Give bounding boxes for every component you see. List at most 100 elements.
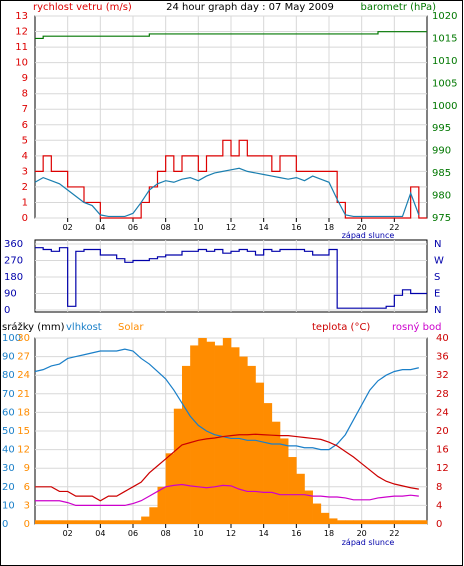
dir-compass-label: N	[434, 305, 441, 316]
baro-y-tick-label: 1000	[432, 101, 457, 112]
temp-y-tick-label: 28	[436, 389, 449, 400]
wind-y-tick-label: 0	[22, 213, 28, 224]
solar-bar	[141, 516, 150, 524]
solar-bar	[51, 520, 60, 524]
humidity-y-tick-label: 20	[2, 482, 15, 493]
solar-legend: Solar	[118, 322, 144, 333]
wind-x-tick-label: 08	[161, 223, 171, 232]
rain-y-tick-label: 0	[24, 519, 30, 530]
temp-legend: teplota (°C)	[312, 322, 370, 333]
humidity-y-tick-label: 70	[2, 389, 15, 400]
solar-bar	[296, 473, 305, 524]
solar-bar	[263, 403, 273, 524]
wind-x-tick-label: 22	[389, 223, 399, 232]
solar-bar	[369, 520, 379, 524]
direction-panel: 0 N 90 E 180 S 270 W 360 N	[4, 239, 444, 316]
baro-y-tick-label: 975	[432, 213, 451, 224]
temp-y-tick-label: 16	[436, 445, 449, 456]
wx-x-tick-label: 10	[193, 529, 203, 538]
baro-y-tick-label: 1015	[432, 33, 457, 44]
solar-bar	[239, 356, 248, 524]
solar-bar	[198, 338, 207, 524]
dir-compass-label: E	[434, 289, 440, 300]
wind-gust-line	[34, 167, 420, 218]
solar-bar	[222, 338, 232, 524]
wind-x-tick-label: 10	[193, 223, 203, 232]
solar-bar	[378, 520, 387, 524]
dir-y-tick-label: 0	[4, 305, 10, 316]
humidity-y-tick-label: 60	[2, 407, 15, 418]
wind-x-tick-label: 04	[95, 223, 105, 232]
solar-bar	[320, 512, 330, 524]
wx-x-tick-label: 06	[128, 529, 138, 538]
solar-bar	[100, 520, 109, 524]
solar-bar	[418, 520, 428, 524]
wx-x-tick-label: 08	[161, 529, 171, 538]
temperature-line	[35, 433, 419, 502]
solar-bar	[410, 520, 420, 524]
wind-y-tick-label: 2	[22, 182, 28, 193]
wind-y-tick-label: 10	[15, 58, 28, 69]
wx-x-tick-label: 02	[63, 529, 73, 538]
rain-y-tick-label: 3	[24, 500, 30, 511]
rain-legend: srážky (mm)	[2, 321, 65, 333]
solar-bar	[116, 520, 126, 524]
wind-y-tick-label: 12	[15, 27, 28, 38]
temp-y-tick-label: 12	[436, 463, 449, 474]
baro-y-tick-label: 1020	[432, 11, 457, 22]
rain-y-tick-label: 9	[24, 463, 30, 474]
wx-x-tick-label: 12	[226, 529, 236, 538]
wx-x-tick-label: 18	[324, 529, 334, 538]
wind-axis-title: rychlost vetru (m/s)	[33, 2, 132, 13]
temp-y-tick-label: 4	[436, 500, 442, 511]
dir-y-tick-label: 90	[4, 289, 17, 300]
sunset-label-top: západ slunce	[342, 231, 395, 240]
solar-bar	[312, 503, 322, 524]
wind-y-tick-label: 3	[22, 166, 28, 177]
solar-bar	[214, 345, 224, 524]
sunset-label-bottom: západ slunce	[342, 538, 395, 547]
rain-y-tick-label: 6	[24, 482, 30, 493]
rain-y-tick-label: 12	[17, 445, 30, 456]
solar-bar	[59, 520, 68, 524]
humidity-y-tick-label: 10	[2, 500, 15, 511]
rain-y-tick-label: 18	[17, 407, 30, 418]
baro-y-tick-label: 990	[432, 146, 451, 157]
humidity-y-tick-label: 80	[2, 370, 15, 381]
wind-y-tick-label: 4	[22, 151, 28, 162]
rain-y-tick-label: 27	[17, 352, 30, 363]
dir-compass-label: W	[434, 256, 444, 267]
temp-y-tick-label: 0	[436, 519, 442, 530]
baro-y-tick-label: 1010	[432, 56, 457, 67]
humidity-y-tick-label: 0	[2, 519, 8, 530]
humidity-legend: vlhkost	[66, 322, 102, 333]
wx-x-tick-label: 04	[95, 529, 105, 538]
wind-y-tick-label: 7	[22, 104, 28, 115]
wind-speed-line	[35, 139, 427, 219]
solar-bar	[182, 365, 191, 524]
solar-bar	[329, 518, 338, 524]
wind-x-tick-label: 20	[357, 223, 367, 232]
wind-y-tick-label: 1	[22, 197, 28, 208]
dir-compass-label: S	[434, 272, 440, 283]
wind-panel: 0123456789101112139759809859909951000100…	[15, 11, 457, 232]
dew-point-line	[35, 483, 419, 506]
wind-direction-line	[35, 247, 427, 309]
solar-bar	[361, 520, 371, 524]
wind-x-tick-label: 16	[291, 223, 301, 232]
solar-bar	[67, 520, 77, 524]
wx-x-tick-label: 22	[389, 529, 399, 538]
solar-bar	[157, 486, 166, 524]
solar-bar	[386, 520, 395, 524]
temp-y-tick-label: 8	[436, 482, 442, 493]
temp-y-tick-label: 40	[436, 333, 449, 344]
wind-y-tick-label: 9	[22, 73, 28, 84]
baro-y-tick-label: 985	[432, 168, 451, 179]
solar-bar	[280, 438, 289, 524]
solar-bar	[84, 520, 93, 524]
humidity-y-tick-label: 30	[2, 463, 15, 474]
dir-y-tick-label: 270	[4, 256, 23, 267]
solar-bar	[43, 520, 52, 524]
baro-y-tick-label: 995	[432, 123, 451, 134]
